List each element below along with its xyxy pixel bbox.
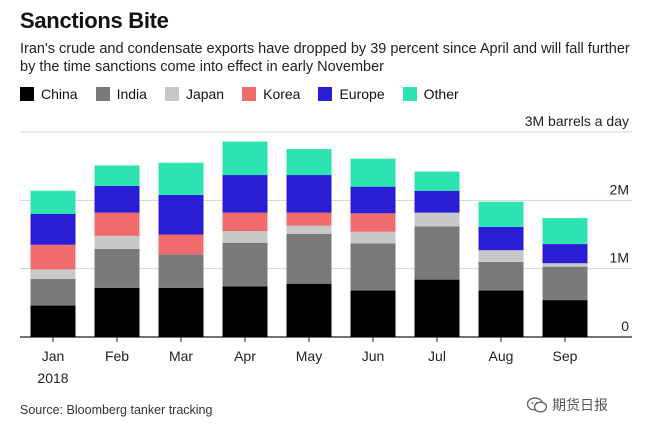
bar-segment-korea [286, 212, 332, 226]
bar-segment-china [94, 287, 140, 337]
legend-swatch [95, 87, 110, 101]
bar-segment-china [414, 279, 460, 337]
bar-segment-other [350, 158, 396, 187]
bar-segment-india [286, 233, 332, 284]
legend-item-europe: Europe [318, 86, 385, 102]
bar-segment-china [542, 300, 588, 337]
bar-segment-japan [542, 263, 588, 267]
bar-segment-china [478, 290, 524, 337]
wechat-logo-icon [526, 397, 548, 413]
bar-segment-india [30, 278, 76, 306]
y-tick-label: 2M [610, 181, 629, 197]
x-tick-label: Aug [489, 348, 514, 364]
bar-segment-india [478, 261, 524, 291]
legend-label: China [41, 86, 78, 102]
bar-segment-europe [286, 175, 332, 213]
bar-segment-korea [94, 212, 140, 236]
x-tick-label: Feb [105, 348, 129, 364]
bar-segment-europe [542, 244, 588, 264]
bar-segment-europe [158, 194, 204, 235]
bar-segment-europe [30, 214, 76, 245]
bar-segment-europe [222, 175, 268, 213]
bar-segment-korea [222, 212, 268, 232]
bar-segment-india [222, 242, 268, 287]
x-tick-label: May [296, 348, 322, 364]
x-tick-label: Mar [169, 348, 193, 364]
legend-label: Korea [263, 86, 301, 102]
bar-segment-other [414, 171, 460, 191]
bar-segment-japan [414, 212, 460, 227]
x-tick-label: Jan [42, 348, 65, 364]
y-tick-label: 0 [621, 318, 629, 334]
bar-segment-europe [350, 186, 396, 214]
chart-subtitle: Iran's crude and condensate exports have… [20, 41, 630, 75]
bar-segment-japan [286, 225, 332, 234]
bar-segment-other [222, 141, 268, 176]
bar-segment-japan [350, 231, 396, 244]
legend-swatch [402, 87, 417, 101]
legend-swatch [318, 87, 333, 101]
bar-segment-other [286, 149, 332, 176]
legend-label: India [116, 86, 147, 102]
bar-segment-china [222, 286, 268, 337]
bar-segment-china [286, 283, 332, 337]
x-tick-label: Sep [553, 348, 578, 364]
bar-segment-other [478, 201, 524, 227]
x-tick-label: Apr [234, 348, 256, 364]
bar-segment-india [414, 226, 460, 280]
y-tick-label: 3M barrels a day [525, 113, 629, 129]
bar-segment-korea [30, 244, 76, 270]
x-year-label: 2018 [37, 370, 68, 386]
legend-item-japan: Japan [164, 86, 225, 102]
watermark-text: 期货日报 [552, 397, 608, 413]
bar-segment-europe [94, 185, 140, 213]
legend-label: Other [423, 86, 459, 102]
bar-segment-japan [94, 235, 140, 249]
bar-segment-china [350, 290, 396, 337]
source-note: Source: Bloomberg tanker tracking [20, 403, 213, 417]
legend-swatch [20, 87, 34, 101]
bar-segment-korea [350, 213, 396, 232]
legend-swatch [242, 87, 257, 101]
bar-segment-india [350, 243, 396, 291]
bar-segment-europe [478, 226, 524, 251]
legend-item-china: China [20, 86, 78, 102]
y-tick-label: 1M [610, 250, 629, 266]
bar-segment-japan [222, 231, 268, 243]
legend-label: Europe [339, 86, 385, 102]
bar-segment-china [30, 305, 76, 337]
watermark: 期货日报 [526, 395, 608, 415]
bar-segment-other [158, 162, 204, 195]
legend-item-india: India [95, 86, 147, 102]
chart-title: Sanctions Bite [20, 8, 169, 33]
bar-segment-europe [414, 190, 460, 213]
bar-segment-korea [158, 234, 204, 255]
bar-segment-india [542, 266, 588, 301]
x-tick-label: Jun [362, 348, 385, 364]
legend-item-other: Other [402, 86, 459, 102]
legend: China India Japan Korea Europe Other [20, 86, 477, 102]
bar-segment-india [158, 254, 204, 288]
bar-segment-japan [478, 250, 524, 262]
legend-label: Japan [185, 86, 225, 102]
bar-segment-other [94, 165, 140, 186]
bar-segment-other [542, 218, 588, 245]
bar-segment-india [94, 248, 140, 288]
bar-segment-japan [30, 269, 76, 279]
legend-swatch [164, 87, 179, 101]
x-tick-label: Jul [428, 348, 446, 364]
legend-item-korea: Korea [242, 86, 300, 102]
bar-segment-other [30, 190, 76, 214]
bar-segment-china [158, 287, 204, 337]
